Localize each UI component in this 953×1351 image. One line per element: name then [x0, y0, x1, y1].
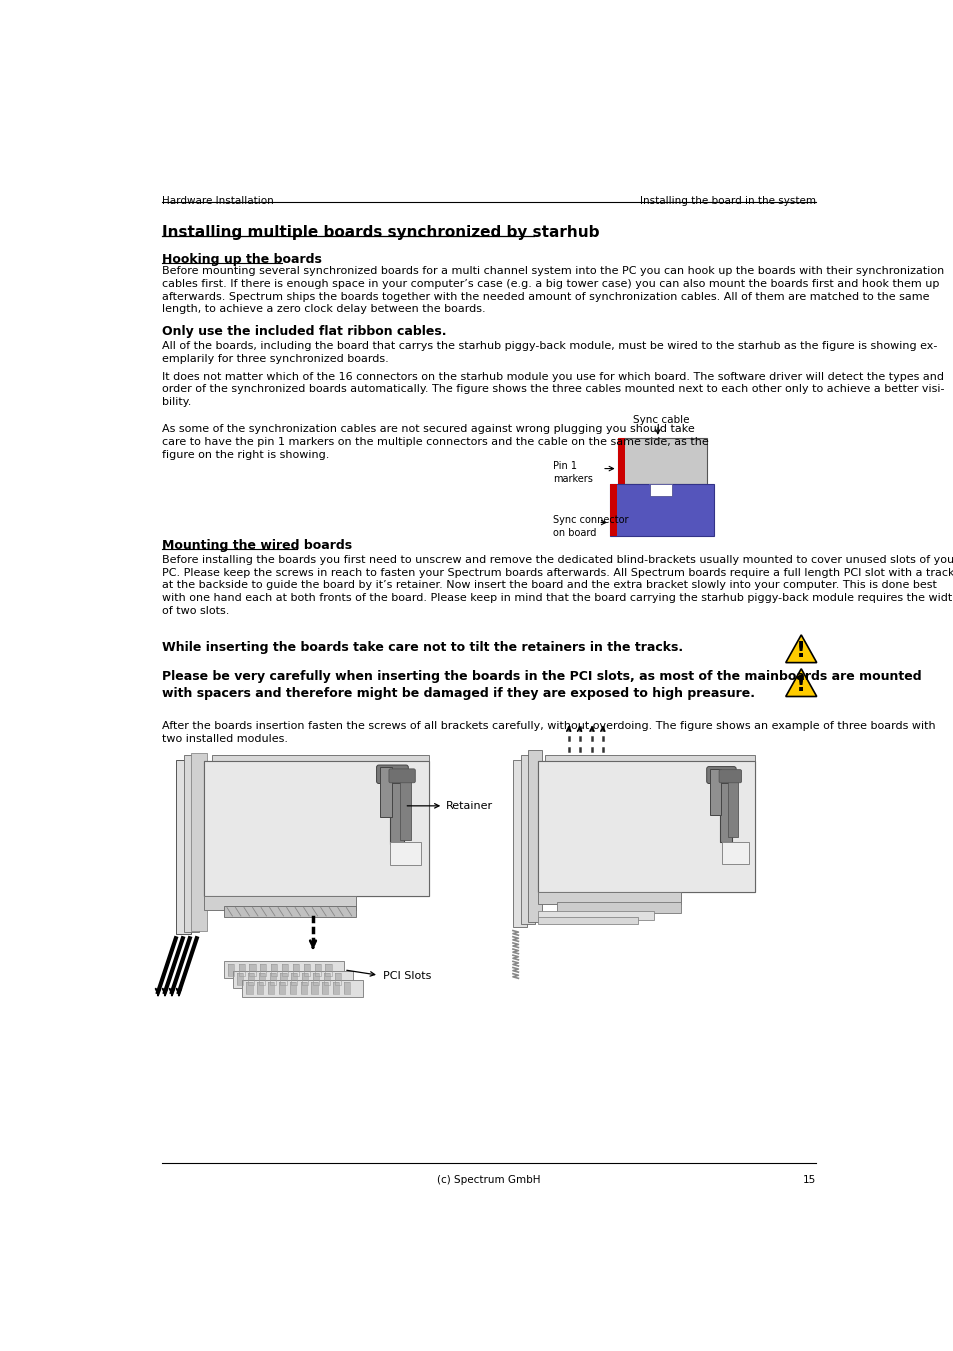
Polygon shape: [260, 963, 266, 975]
Polygon shape: [246, 982, 253, 994]
Polygon shape: [293, 963, 298, 975]
Text: Before mounting several synchronized boards for a multi channel system into the : Before mounting several synchronized boa…: [162, 266, 943, 315]
Polygon shape: [236, 973, 243, 985]
Bar: [537, 911, 654, 920]
Bar: [204, 761, 429, 896]
Polygon shape: [335, 973, 340, 985]
Bar: [609, 484, 617, 536]
Bar: [379, 767, 392, 817]
Bar: [648, 484, 673, 497]
Text: Retainer: Retainer: [445, 801, 492, 811]
Bar: [204, 896, 355, 909]
Text: Sync cable: Sync cable: [633, 415, 689, 424]
Bar: [709, 769, 720, 815]
Polygon shape: [528, 750, 542, 923]
Bar: [537, 917, 638, 924]
Polygon shape: [325, 963, 332, 975]
Polygon shape: [249, 963, 255, 975]
Bar: [390, 767, 404, 844]
Text: (c) Spectrum GmbH: (c) Spectrum GmbH: [436, 1174, 540, 1185]
Polygon shape: [271, 963, 277, 975]
Text: !: !: [796, 676, 805, 694]
Polygon shape: [258, 973, 265, 985]
Text: After the boards insertion fasten the screws of all brackets carefully, without : After the boards insertion fasten the sc…: [162, 721, 935, 744]
Polygon shape: [322, 982, 328, 994]
Bar: [537, 761, 754, 892]
Polygon shape: [192, 754, 207, 931]
Polygon shape: [333, 982, 339, 994]
Polygon shape: [344, 982, 350, 994]
Polygon shape: [270, 973, 275, 985]
Bar: [545, 755, 754, 886]
Polygon shape: [311, 982, 317, 994]
Polygon shape: [228, 963, 233, 975]
Polygon shape: [303, 963, 310, 975]
Text: Installing multiple boards synchronized by starhub: Installing multiple boards synchronized …: [162, 226, 598, 240]
Bar: [537, 892, 680, 904]
Bar: [390, 842, 421, 865]
Bar: [399, 770, 411, 840]
Polygon shape: [300, 982, 307, 994]
Polygon shape: [257, 982, 263, 994]
Bar: [224, 962, 344, 978]
Bar: [212, 755, 429, 890]
Text: PCI Slots: PCI Slots: [382, 971, 431, 981]
Text: While inserting the boards take care not to tilt the retainers in the tracks.: While inserting the boards take care not…: [162, 642, 682, 654]
Text: Only use the included flat ribbon cables.: Only use the included flat ribbon cables…: [162, 326, 446, 338]
Polygon shape: [278, 982, 285, 994]
Polygon shape: [248, 973, 253, 985]
Polygon shape: [785, 635, 816, 662]
Text: 15: 15: [801, 1174, 815, 1185]
Bar: [721, 842, 748, 863]
Text: As some of the synchronization cables are not secured against wrong plugging you: As some of the synchronization cables ar…: [162, 424, 708, 459]
Bar: [617, 438, 706, 484]
Text: Please be very carefully when inserting the boards in the PCI slots, as most of : Please be very carefully when inserting …: [162, 670, 921, 700]
FancyBboxPatch shape: [389, 769, 415, 782]
Polygon shape: [290, 982, 295, 994]
Bar: [649, 484, 671, 496]
Polygon shape: [313, 973, 319, 985]
Bar: [537, 761, 754, 892]
Bar: [224, 907, 355, 917]
Polygon shape: [291, 973, 297, 985]
Polygon shape: [280, 973, 286, 985]
Polygon shape: [302, 973, 308, 985]
Bar: [242, 979, 362, 997]
Bar: [617, 438, 624, 484]
FancyBboxPatch shape: [706, 766, 736, 784]
Text: Mounting the wired boards: Mounting the wired boards: [162, 539, 352, 553]
Text: It does not matter which of the 16 connectors on the starhub module you use for : It does not matter which of the 16 conne…: [162, 372, 943, 407]
Polygon shape: [513, 759, 526, 927]
Polygon shape: [175, 759, 192, 935]
Text: Hardware Installation: Hardware Installation: [162, 196, 274, 205]
Bar: [720, 769, 732, 842]
Bar: [557, 902, 680, 913]
Bar: [233, 970, 353, 988]
Bar: [728, 771, 738, 836]
FancyBboxPatch shape: [376, 765, 408, 784]
Text: Before installing the boards you first need to unscrew and remove the dedicated : Before installing the boards you first n…: [162, 555, 953, 616]
Polygon shape: [183, 755, 199, 932]
FancyBboxPatch shape: [719, 770, 740, 782]
Bar: [204, 761, 429, 896]
Bar: [609, 484, 714, 536]
Polygon shape: [282, 963, 288, 975]
Polygon shape: [268, 982, 274, 994]
Text: !: !: [796, 642, 805, 661]
Text: Installing the board in the system: Installing the board in the system: [639, 196, 815, 205]
Polygon shape: [323, 973, 330, 985]
Text: Sync connector
on board: Sync connector on board: [553, 515, 628, 538]
Polygon shape: [314, 963, 320, 975]
Text: All of the boards, including the board that carrys the starhub piggy-back module: All of the boards, including the board t…: [162, 340, 936, 363]
Polygon shape: [520, 755, 534, 924]
Polygon shape: [785, 669, 816, 697]
Text: Pin 1
markers: Pin 1 markers: [553, 461, 593, 484]
Text: Hooking up the boards: Hooking up the boards: [162, 253, 321, 266]
Polygon shape: [238, 963, 245, 975]
